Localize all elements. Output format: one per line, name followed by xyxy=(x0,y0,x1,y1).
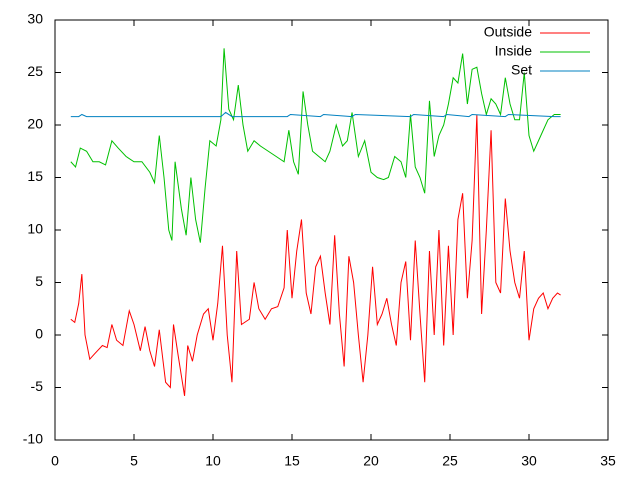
y-tick-label: 15 xyxy=(27,168,43,184)
x-tick-label: 0 xyxy=(51,453,59,469)
legend-label: Outside xyxy=(484,24,532,40)
y-tick-label: 30 xyxy=(27,11,43,27)
x-tick-label: 15 xyxy=(284,453,300,469)
series-line xyxy=(70,114,561,396)
y-tick-label: 5 xyxy=(35,273,43,289)
legend-label: Set xyxy=(511,62,532,78)
x-tick-label: 30 xyxy=(521,453,537,469)
y-tick-label: -5 xyxy=(31,378,44,394)
x-tick-label: 20 xyxy=(363,453,379,469)
x-tick-label: 10 xyxy=(205,453,221,469)
x-tick-label: 25 xyxy=(442,453,458,469)
series-line xyxy=(70,48,561,243)
y-tick-label: 25 xyxy=(27,63,43,79)
x-tick-label: 5 xyxy=(130,453,138,469)
y-tick-label: 10 xyxy=(27,221,43,237)
plot-border xyxy=(54,19,609,441)
y-tick-label: -10 xyxy=(23,431,43,447)
legend-label: Inside xyxy=(495,43,533,59)
y-tick-label: 20 xyxy=(27,116,43,132)
x-tick-label: 35 xyxy=(600,453,616,469)
y-tick-label: 0 xyxy=(35,326,43,342)
series-line xyxy=(70,111,561,118)
